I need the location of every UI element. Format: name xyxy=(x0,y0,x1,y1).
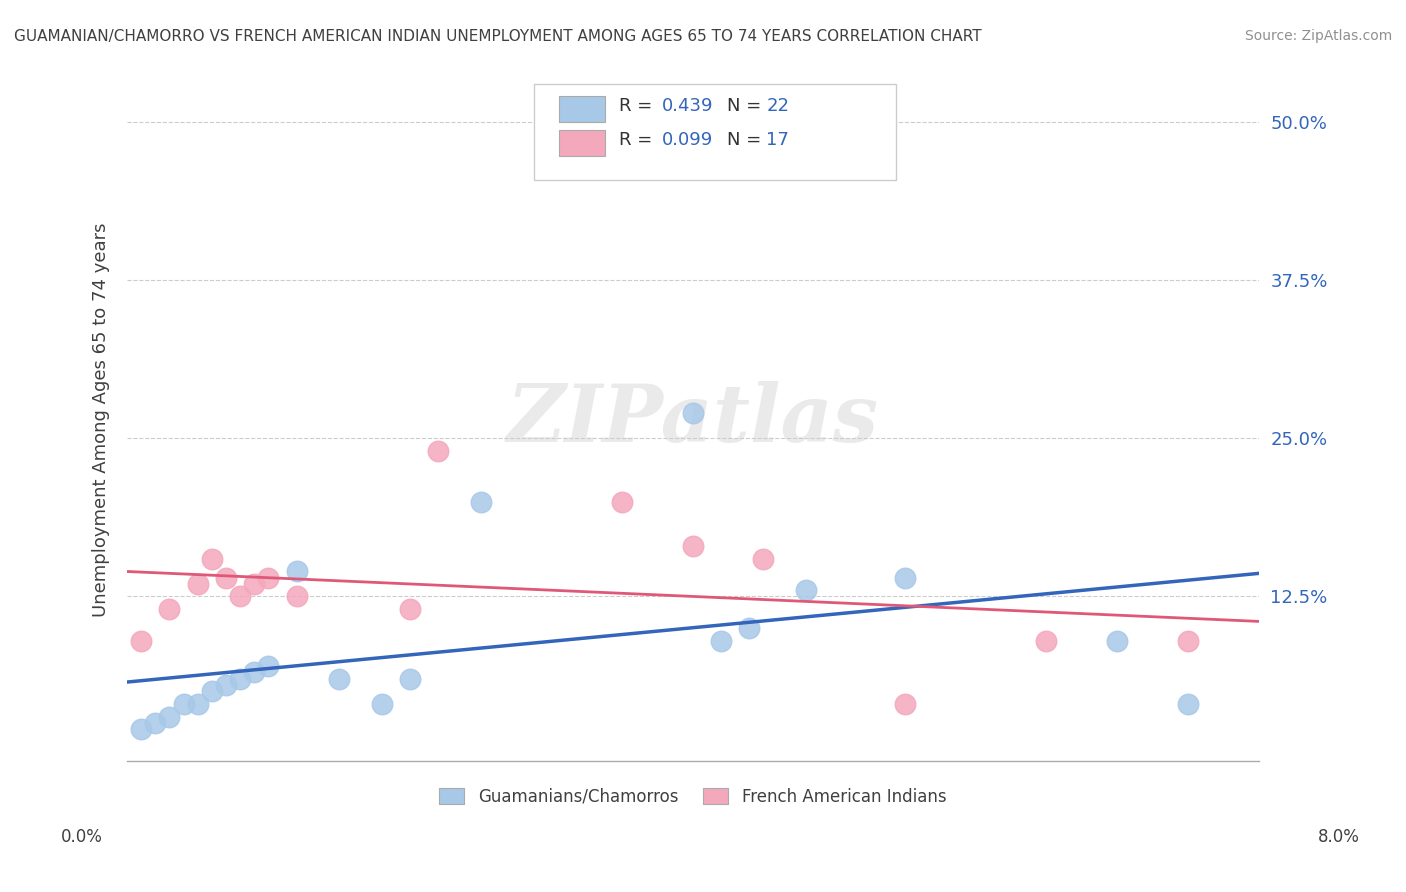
Point xyxy=(187,577,209,591)
FancyBboxPatch shape xyxy=(560,130,605,156)
Text: 0.0%: 0.0% xyxy=(60,828,103,846)
Point xyxy=(129,723,152,737)
Point xyxy=(285,590,308,604)
Point xyxy=(243,665,266,680)
Point xyxy=(682,539,704,553)
Point xyxy=(752,551,775,566)
Text: 0.439: 0.439 xyxy=(662,97,714,115)
Text: ZIPatlas: ZIPatlas xyxy=(506,381,879,458)
Text: N =: N = xyxy=(727,131,766,149)
Point xyxy=(201,684,224,698)
Text: GUAMANIAN/CHAMORRO VS FRENCH AMERICAN INDIAN UNEMPLOYMENT AMONG AGES 65 TO 74 YE: GUAMANIAN/CHAMORRO VS FRENCH AMERICAN IN… xyxy=(14,29,981,44)
Text: 17: 17 xyxy=(766,131,789,149)
Text: N =: N = xyxy=(727,97,766,115)
Point xyxy=(794,583,817,598)
Legend: Guamanians/Chamorros, French American Indians: Guamanians/Chamorros, French American In… xyxy=(432,780,955,814)
Point xyxy=(1107,633,1129,648)
FancyBboxPatch shape xyxy=(534,84,897,180)
Point xyxy=(257,570,280,584)
Point xyxy=(399,602,422,616)
Point xyxy=(201,551,224,566)
Point xyxy=(1177,697,1199,711)
Text: R =: R = xyxy=(619,131,658,149)
Point xyxy=(610,494,633,508)
Point xyxy=(710,633,733,648)
Text: R =: R = xyxy=(619,97,658,115)
Point xyxy=(215,570,238,584)
Point xyxy=(229,590,252,604)
Point xyxy=(285,564,308,578)
Point xyxy=(243,577,266,591)
Point xyxy=(399,672,422,686)
Point xyxy=(1177,633,1199,648)
Point xyxy=(229,672,252,686)
Point xyxy=(143,716,166,731)
Point xyxy=(187,697,209,711)
FancyBboxPatch shape xyxy=(560,96,605,122)
Point xyxy=(129,633,152,648)
Point xyxy=(370,697,392,711)
Y-axis label: Unemployment Among Ages 65 to 74 years: Unemployment Among Ages 65 to 74 years xyxy=(93,222,110,616)
Point xyxy=(215,678,238,692)
Point xyxy=(470,494,492,508)
Text: 8.0%: 8.0% xyxy=(1317,828,1360,846)
Point xyxy=(682,406,704,420)
Point xyxy=(894,697,917,711)
Point xyxy=(257,659,280,673)
Point xyxy=(427,444,450,458)
Point xyxy=(894,570,917,584)
Point xyxy=(1035,633,1057,648)
Point xyxy=(328,672,350,686)
Text: 0.099: 0.099 xyxy=(662,131,713,149)
Point xyxy=(173,697,195,711)
Text: 22: 22 xyxy=(766,97,789,115)
Point xyxy=(159,602,181,616)
Text: Source: ZipAtlas.com: Source: ZipAtlas.com xyxy=(1244,29,1392,43)
Point xyxy=(159,710,181,724)
Point xyxy=(738,621,761,635)
